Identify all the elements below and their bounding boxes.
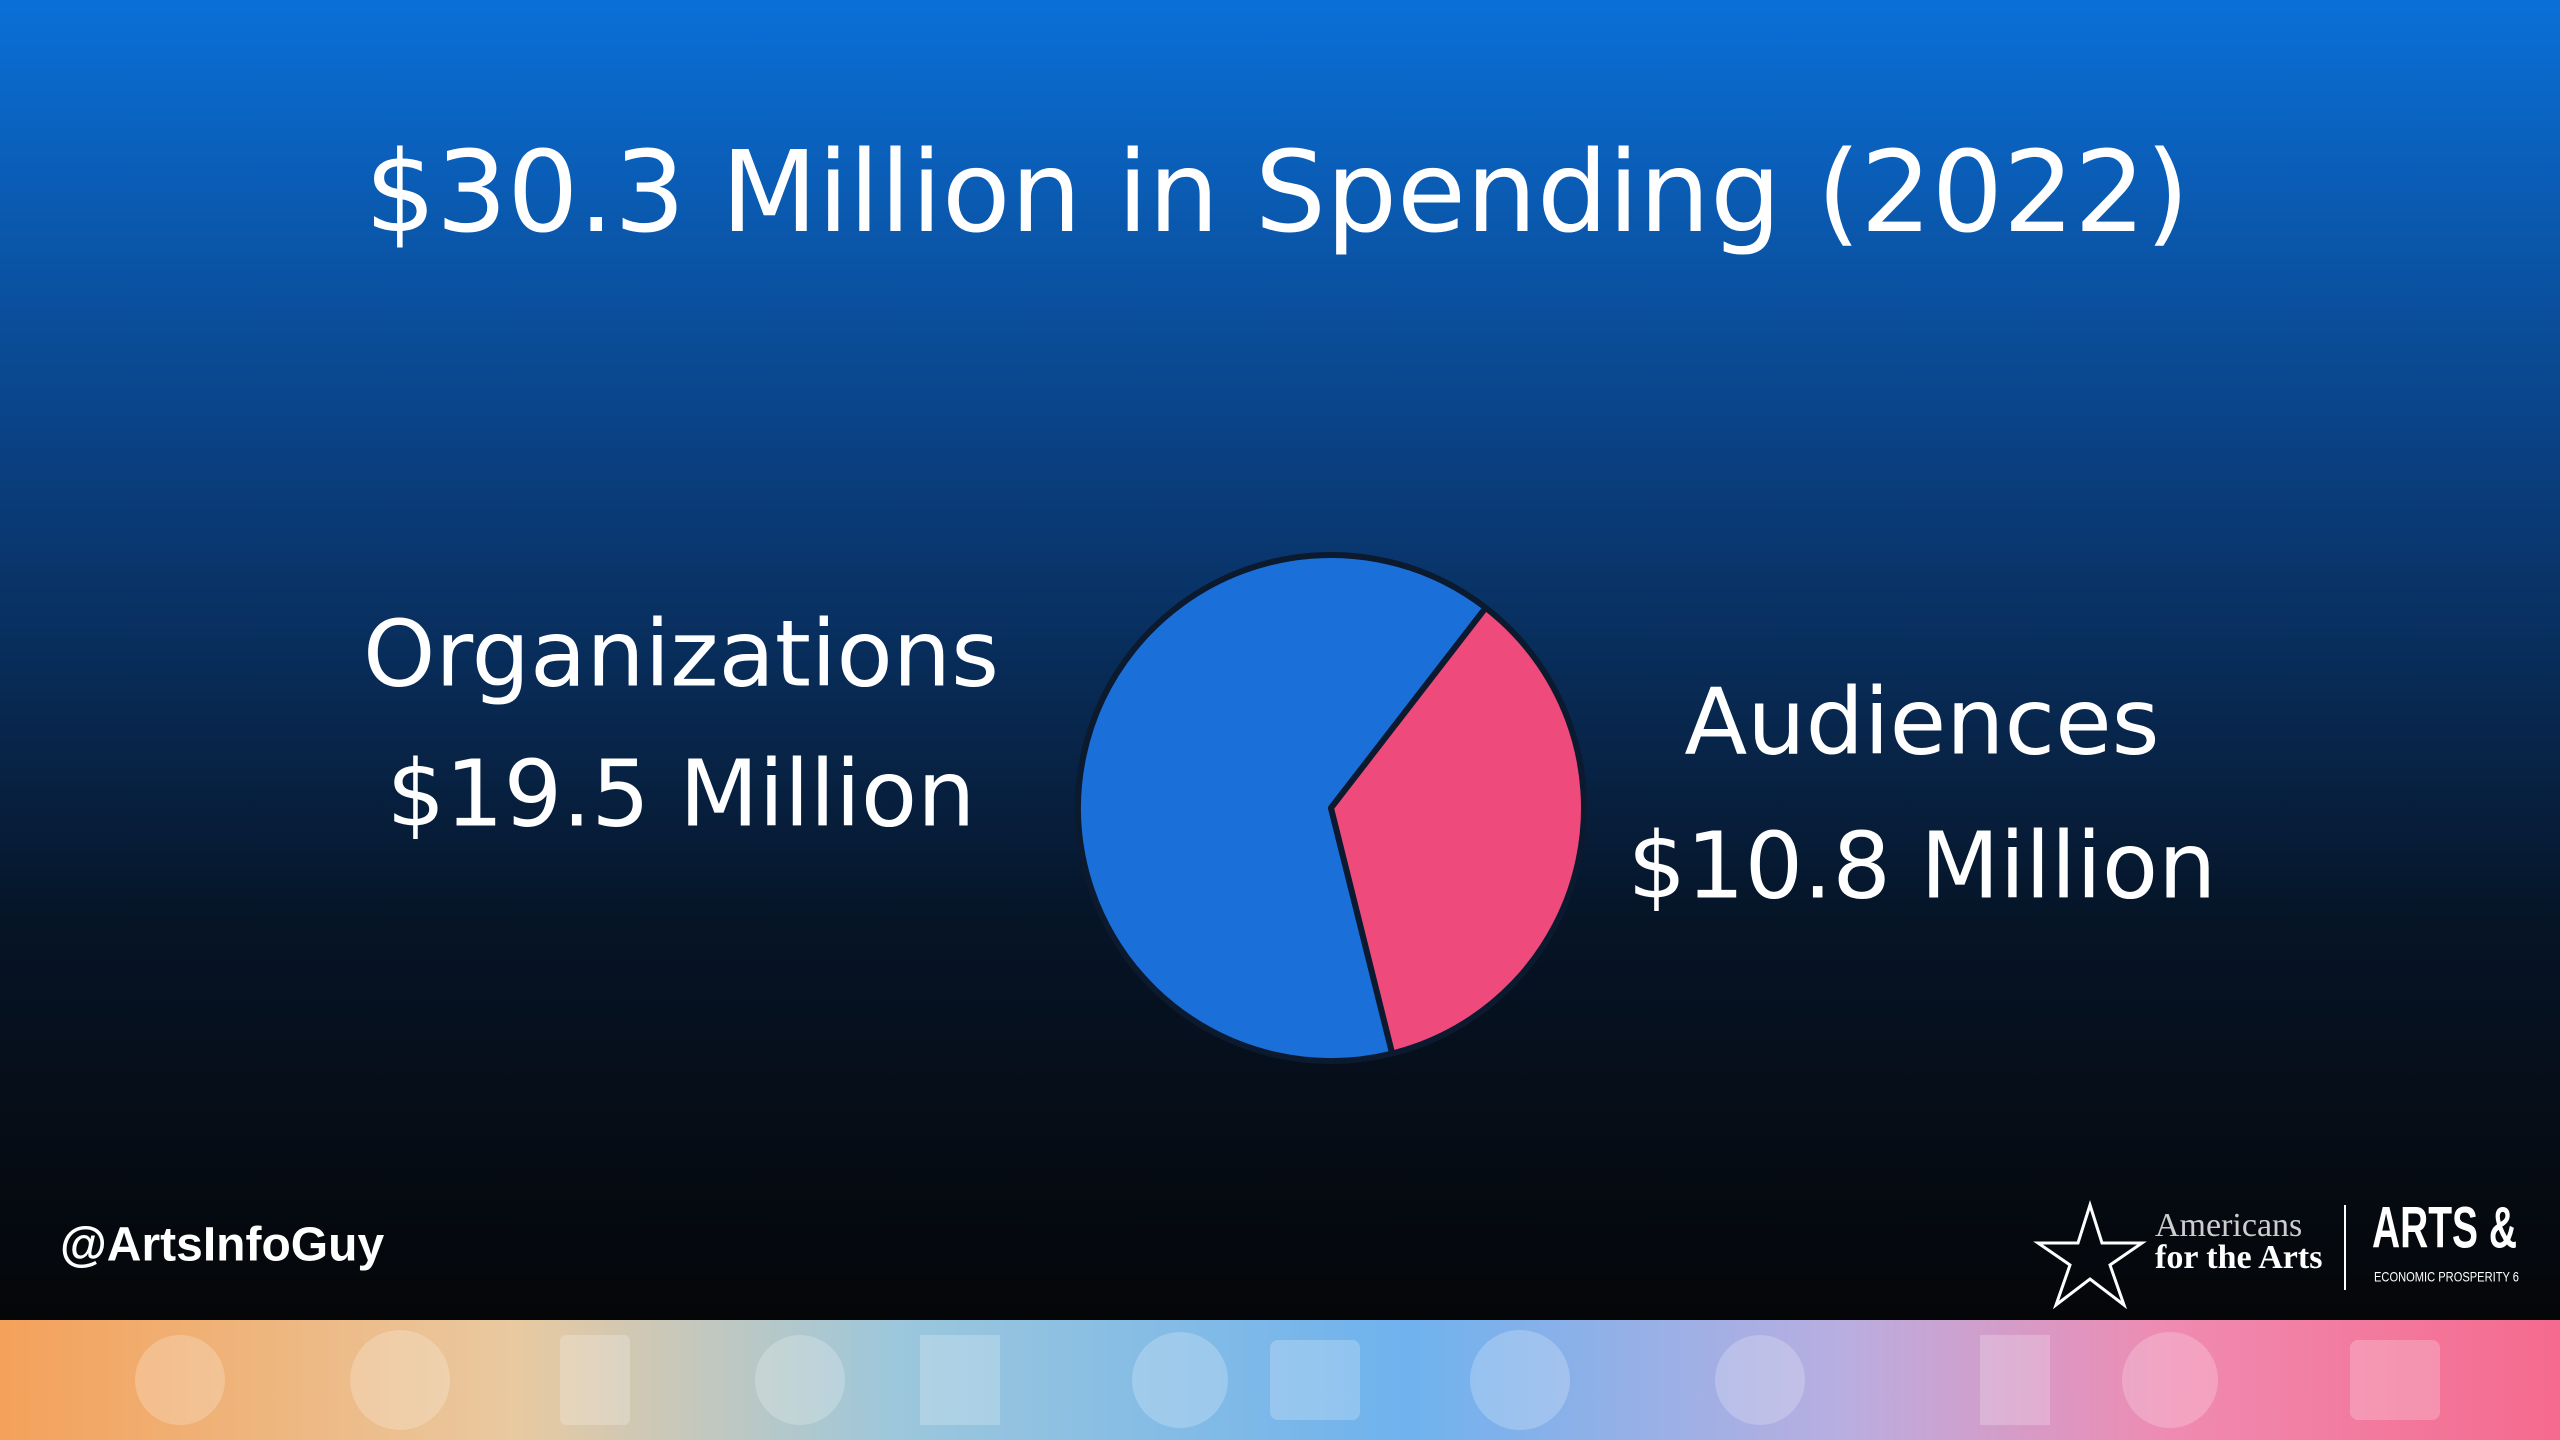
slice-value-label: $19.5 Million xyxy=(387,740,976,847)
decorative-band xyxy=(0,1320,2560,1440)
logo-text: Americans xyxy=(2155,1207,2302,1244)
slice-label: Organizations xyxy=(363,600,999,707)
chart-title: $30.3 Million in Spending (2022) xyxy=(365,128,2190,258)
pie-slice xyxy=(1328,604,1587,1057)
logo-text: ARTS & xyxy=(2372,1195,2517,1260)
slice-label: Audiences xyxy=(1684,668,2159,775)
handle: @ArtsInfoGuy xyxy=(60,1219,384,1272)
band-icons xyxy=(135,1330,2440,1430)
pie-slice xyxy=(1074,552,1489,1064)
logo-star xyxy=(2033,1200,2147,1310)
logo-text: ECONOMIC PROSPERITY 6 xyxy=(2374,1269,2519,1285)
logo-text: for the Arts xyxy=(2155,1239,2322,1276)
slice-value-label: $10.8 Million xyxy=(1628,812,2217,919)
